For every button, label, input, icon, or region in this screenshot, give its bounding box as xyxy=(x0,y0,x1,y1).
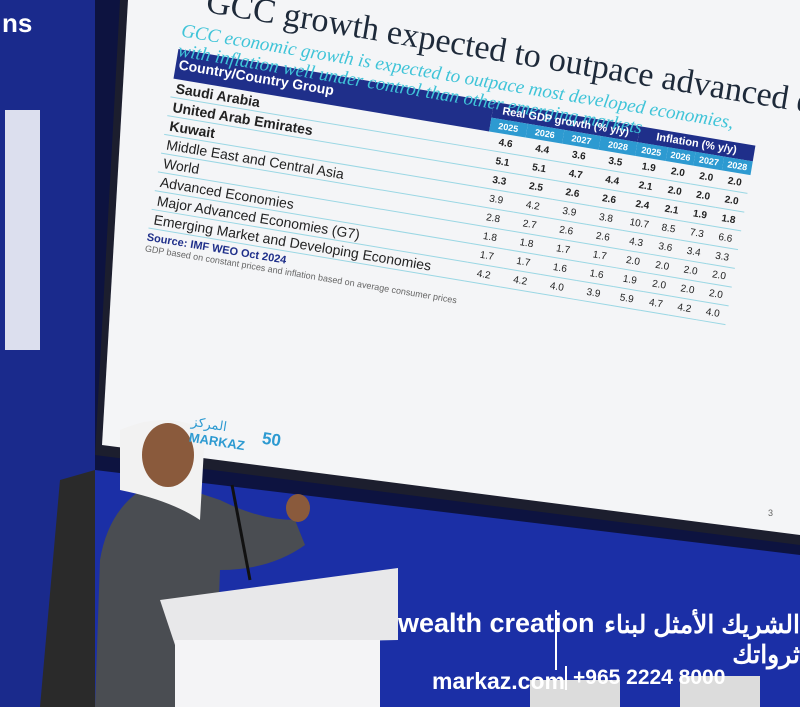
microphone xyxy=(230,484,252,581)
website: markaz.com xyxy=(432,668,565,694)
inflation-cell: 4.0 xyxy=(696,301,729,325)
phone: +965 2224 8000 xyxy=(565,666,725,690)
page-number: 3 xyxy=(768,508,774,518)
edge-text: ns xyxy=(2,8,33,38)
speaker-face xyxy=(142,423,194,487)
podium-top xyxy=(160,568,398,645)
tagline: wealth creation xyxy=(398,608,595,638)
table-mic-base xyxy=(530,680,620,707)
inflation-cell: 4.2 xyxy=(668,296,701,320)
pillar xyxy=(40,470,95,707)
tagline-arabic: الشريك الأمثل لبناء ثرواتك xyxy=(555,610,800,670)
speaker-hand xyxy=(286,494,310,522)
qr-code xyxy=(5,110,40,350)
inflation-cell: 5.9 xyxy=(610,286,644,311)
speaker-body xyxy=(95,480,305,707)
anniversary: 50 xyxy=(260,428,283,451)
inflation-cell: 4.7 xyxy=(640,291,672,316)
table-mic-base xyxy=(680,676,760,707)
podium xyxy=(175,640,380,707)
